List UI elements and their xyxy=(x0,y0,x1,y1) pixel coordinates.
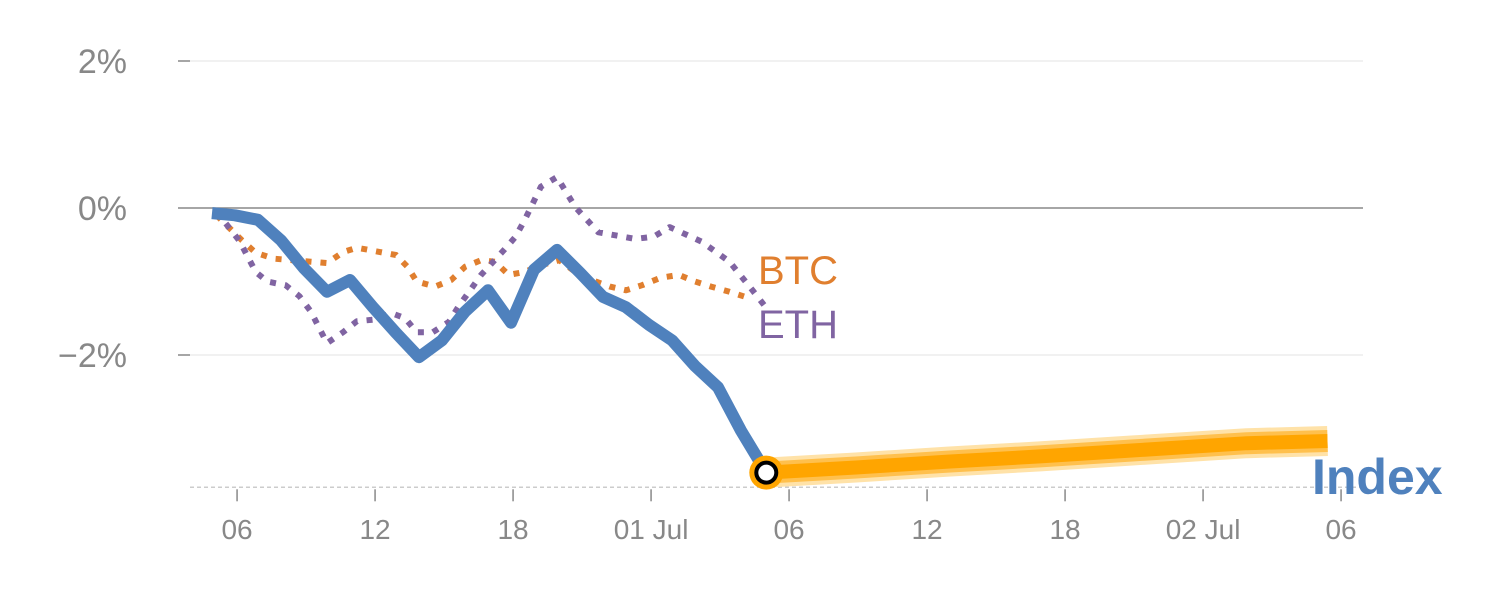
x-tick-label: 18 xyxy=(497,514,528,545)
x-tick-label: 02 Jul xyxy=(1166,514,1241,545)
x-tick-label: 01 Jul xyxy=(614,514,689,545)
series-line-index xyxy=(211,207,772,476)
y-tick-label: 2% xyxy=(78,43,127,81)
series-lines xyxy=(211,174,1328,490)
series-labels: BTC ETH Index xyxy=(758,249,1443,505)
x-tick-label: 06 xyxy=(221,514,252,545)
series-line-btc xyxy=(214,213,749,301)
y-tick-label: 0% xyxy=(78,190,127,228)
x-tick-label: 06 xyxy=(1325,514,1356,545)
grid-lines xyxy=(190,60,1363,356)
series-line-index-forecast xyxy=(765,434,1328,480)
y-tick-label: −2% xyxy=(58,337,127,375)
series-label-btc: BTC xyxy=(758,249,838,293)
x-tick-label: 12 xyxy=(359,514,390,545)
series-label-eth: ETH xyxy=(758,303,838,347)
x-tick-label: 06 xyxy=(773,514,804,545)
x-axis: 06 12 18 01 Jul 06 12 18 02 Jul 06 xyxy=(190,486,1363,545)
y-axis: 2% 0% −2% xyxy=(58,43,190,375)
x-tick-label: 18 xyxy=(1049,514,1080,545)
current-point-marker-inner xyxy=(754,460,779,485)
series-label-index: Index xyxy=(1312,449,1443,505)
x-tick-label: 12 xyxy=(911,514,942,545)
